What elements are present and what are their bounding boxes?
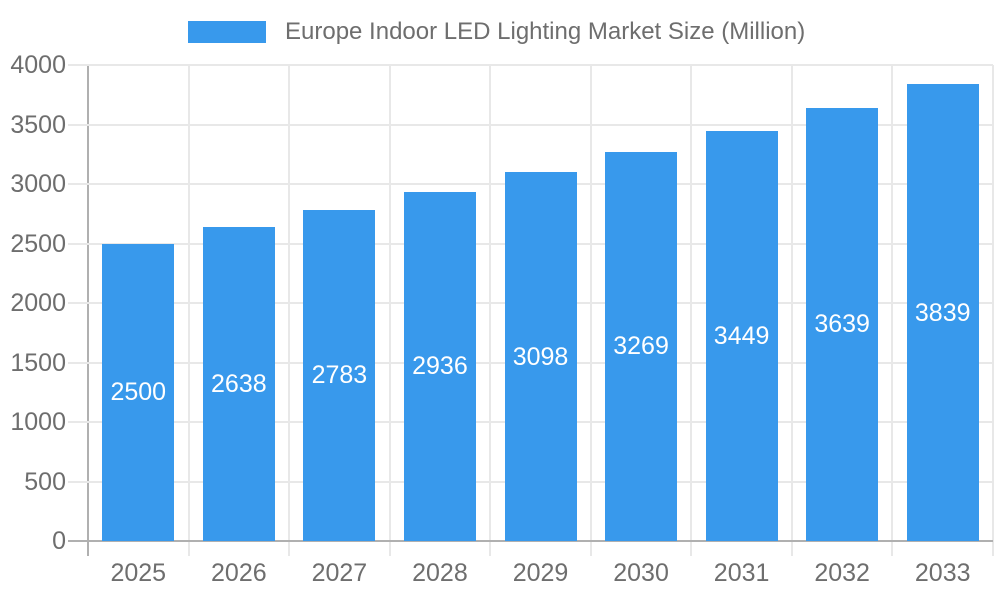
bar-value-label: 3839 [914, 298, 971, 327]
bar-2030[interactable] [605, 151, 678, 541]
vertical-gridline [288, 65, 291, 556]
x-tick-label: 2026 [211, 559, 267, 587]
bar-value-label: 2936 [412, 352, 468, 381]
y-tick-label: 1500 [10, 348, 66, 377]
legend: Europe Indoor LED Lighting Market Size (… [0, 0, 1000, 55]
x-tick-label: 2032 [814, 559, 870, 587]
x-tick-label: 2031 [713, 559, 770, 587]
y-tick-label: 500 [24, 467, 66, 496]
y-axis-line [87, 65, 89, 556]
vertical-gridline [589, 65, 592, 556]
bar-2029[interactable] [504, 172, 577, 541]
bar-2033[interactable] [906, 84, 979, 541]
bar-2028[interactable] [403, 191, 476, 541]
vertical-gridline [891, 65, 894, 556]
bar-2031[interactable] [705, 130, 778, 541]
horizontal-gridline [68, 64, 993, 66]
x-tick-label: 2028 [412, 559, 468, 587]
x-tick-label: 2033 [914, 559, 971, 587]
vertical-gridline [690, 65, 693, 556]
bar-value-label: 3098 [512, 342, 569, 371]
vertical-gridline [489, 65, 492, 556]
bar-value-label: 3449 [713, 321, 770, 350]
bar-value-label: 2783 [311, 361, 368, 390]
legend-swatch[interactable] [188, 21, 266, 43]
vertical-gridline [992, 65, 994, 556]
vertical-gridline [187, 65, 190, 556]
bar-2027[interactable] [303, 209, 376, 541]
vertical-gridline [790, 65, 793, 556]
y-tick-label: 2000 [10, 289, 66, 317]
x-tick-label: 2030 [613, 559, 669, 587]
y-tick-label: 3000 [10, 170, 66, 198]
y-tick-label: 3500 [10, 110, 66, 139]
bar-value-label: 2638 [211, 370, 267, 399]
bar-value-label: 2500 [110, 378, 167, 407]
legend-label[interactable]: Europe Indoor LED Lighting Market Size (… [285, 18, 806, 45]
bar-2025[interactable] [102, 243, 175, 541]
y-tick-label: 2500 [10, 229, 66, 258]
bar-value-label: 3269 [613, 332, 669, 361]
y-tick-label: 0 [52, 527, 66, 555]
x-tick-label: 2025 [110, 559, 167, 587]
bar-2032[interactable] [806, 107, 879, 541]
x-tick-label: 2027 [311, 559, 368, 587]
bar-2026[interactable] [202, 227, 275, 541]
x-tick-label: 2029 [512, 559, 569, 587]
vertical-gridline [388, 65, 391, 556]
y-tick-label: 1000 [10, 408, 66, 436]
bar-value-label: 3639 [814, 310, 870, 339]
y-tick-label: 4000 [10, 51, 66, 79]
